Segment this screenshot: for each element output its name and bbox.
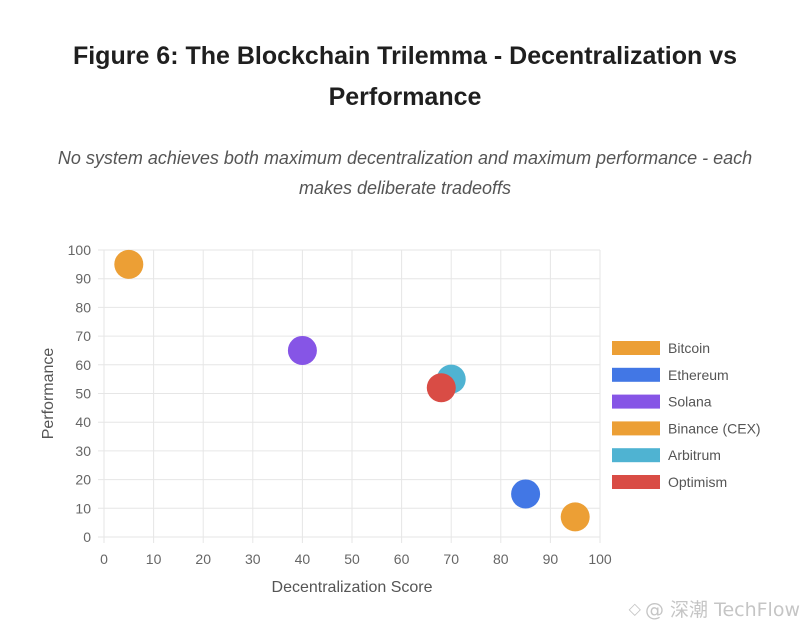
legend-label-optimism: Optimism bbox=[668, 474, 727, 490]
chart-title-line-2: Performance bbox=[328, 83, 482, 111]
data-point-bitcoin bbox=[560, 502, 590, 532]
y-tick-label: 80 bbox=[75, 299, 91, 315]
legend-label-bitcoin: Bitcoin bbox=[668, 340, 710, 356]
legend-swatch-solana bbox=[612, 394, 660, 409]
y-tick-label: 40 bbox=[75, 414, 91, 430]
x-tick-label: 10 bbox=[146, 551, 162, 567]
watermark-text: @ 深潮 TechFlow bbox=[644, 599, 800, 621]
x-tick-label: 90 bbox=[543, 551, 559, 567]
legend-label-ethereum: Ethereum bbox=[668, 367, 729, 383]
y-axis-title: Performance bbox=[40, 348, 57, 440]
data-point-solana bbox=[287, 335, 317, 365]
x-tick-label: 100 bbox=[588, 551, 612, 567]
data-point-ethereum bbox=[511, 479, 541, 509]
y-tick-label: 60 bbox=[75, 357, 91, 373]
y-tick-label: 100 bbox=[68, 242, 92, 258]
x-tick-label: 50 bbox=[344, 551, 360, 567]
y-tick-label: 10 bbox=[75, 500, 91, 516]
x-tick-label: 80 bbox=[493, 551, 509, 567]
x-tick-label: 0 bbox=[100, 551, 108, 567]
x-tick-label: 30 bbox=[245, 551, 261, 567]
data-point-binance-cex bbox=[114, 249, 144, 279]
x-axis-title: Decentralization Score bbox=[272, 579, 433, 596]
y-tick-label: 0 bbox=[83, 529, 91, 545]
chart-subtitle: No system achieves both maximum decentra… bbox=[30, 143, 780, 203]
chart-subtitle-line-1: No system achieves both maximum decentra… bbox=[57, 148, 753, 168]
legend-label-arbitrum: Arbitrum bbox=[668, 447, 721, 463]
chart-subtitle-line-2: makes deliberate tradeoffs bbox=[298, 178, 512, 198]
legend-swatch-optimism bbox=[612, 475, 660, 489]
data-point-optimism bbox=[426, 373, 456, 403]
y-tick-label: 90 bbox=[75, 271, 91, 287]
x-tick-label: 60 bbox=[394, 551, 410, 567]
legend-swatch-bitcoin bbox=[612, 341, 660, 355]
legend-swatch-binance-cex bbox=[612, 421, 660, 436]
x-tick-label: 20 bbox=[195, 551, 211, 567]
y-tick-label: 30 bbox=[75, 443, 91, 459]
x-tick-label: 40 bbox=[295, 551, 311, 567]
legend-swatch-arbitrum bbox=[612, 448, 660, 463]
chart-title-line-1: Figure 6: The Blockchain Trilemma - Dece… bbox=[72, 42, 738, 70]
watermark: ◇ @ 深潮 TechFlow bbox=[629, 595, 800, 622]
legend-swatch-ethereum bbox=[612, 367, 660, 382]
legend-label-binance-cex: Binance (CEX) bbox=[668, 420, 761, 436]
diamond-logo-icon: ◇ bbox=[628, 599, 641, 618]
y-tick-label: 20 bbox=[75, 472, 91, 488]
y-tick-label: 70 bbox=[75, 328, 91, 344]
x-tick-label: 70 bbox=[443, 551, 459, 567]
chart-title: Figure 6: The Blockchain Trilemma - Dece… bbox=[0, 36, 810, 118]
legend-label-solana: Solana bbox=[668, 394, 712, 410]
y-tick-label: 50 bbox=[75, 386, 91, 402]
